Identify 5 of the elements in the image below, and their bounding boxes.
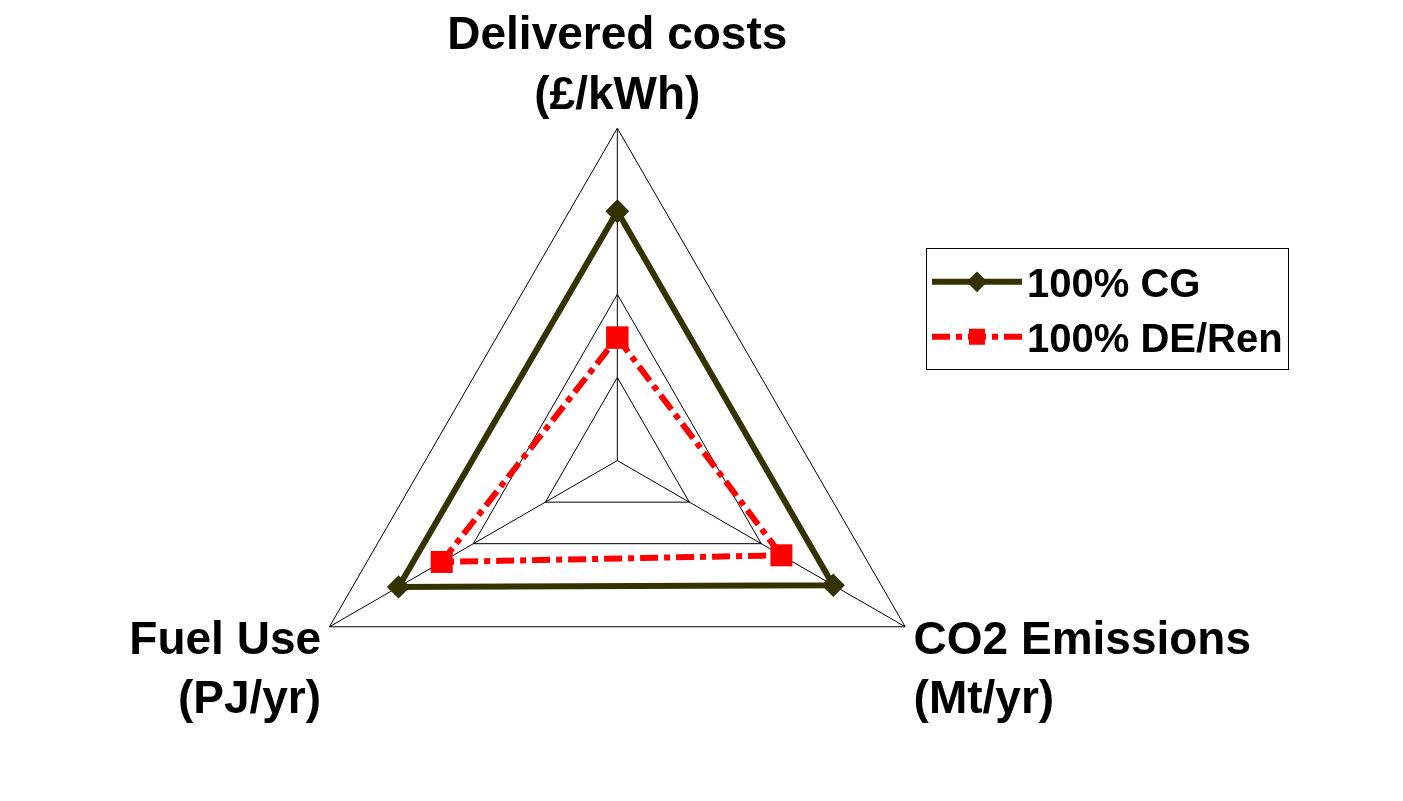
legend-label: 100% DE/Ren: [1026, 316, 1283, 361]
spoke-label: Delivered costs (£/kWh): [447, 7, 788, 120]
spoke-label: Fuel Use (PJ/yr): [129, 611, 322, 724]
legend-label: 100% CG: [1026, 261, 1201, 306]
spoke-label: CO2 Emissions (Mt/yr): [913, 611, 1252, 724]
